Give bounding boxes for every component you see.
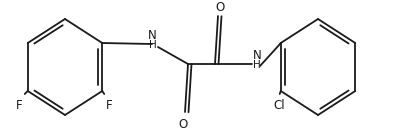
Text: F: F — [106, 99, 113, 112]
Text: O: O — [215, 1, 225, 14]
Text: F: F — [16, 99, 23, 112]
Text: H: H — [149, 40, 157, 50]
Text: Cl: Cl — [273, 99, 285, 112]
Text: H: H — [253, 60, 261, 70]
Text: O: O — [178, 118, 187, 131]
Text: N: N — [148, 29, 156, 42]
Text: N: N — [253, 49, 262, 62]
